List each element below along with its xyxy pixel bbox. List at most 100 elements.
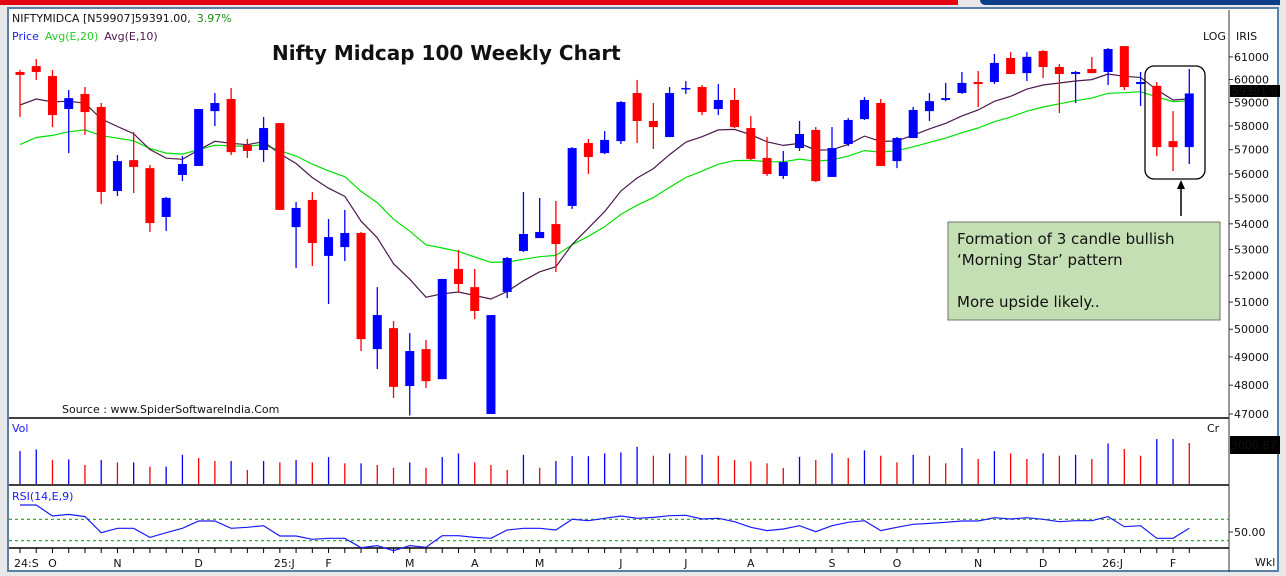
candle-up xyxy=(843,120,853,144)
candle-up xyxy=(177,164,187,175)
price-tick-label: 56000 xyxy=(1234,168,1269,181)
annotation-line-1: Formation of 3 candle bullish xyxy=(957,230,1175,248)
time-tick-label: N xyxy=(974,557,982,570)
candle-up xyxy=(1184,93,1194,148)
volume-bars xyxy=(19,439,1190,484)
time-tick-label: S xyxy=(829,557,836,570)
candle-down xyxy=(129,160,139,167)
candle-up xyxy=(1103,49,1113,72)
log-scale-label[interactable]: LOG xyxy=(1203,30,1226,43)
candle-down xyxy=(470,287,480,312)
last-volume-marker xyxy=(1230,436,1280,454)
candle-down xyxy=(96,106,106,192)
time-tick-label: A xyxy=(747,557,755,570)
price-tick-label: 48000 xyxy=(1234,379,1269,392)
candle-down xyxy=(307,199,317,243)
price-axis-ticks: 61000 60000 59000 58000 57000 56000 55000 54000… xyxy=(1229,51,1269,421)
candle-down xyxy=(453,268,463,284)
price-tick-label: 61000 xyxy=(1234,51,1269,64)
volume-pane-label: Vol xyxy=(12,422,28,435)
candle-down xyxy=(583,143,593,157)
price-tick-label: 59000 xyxy=(1234,97,1269,110)
last-price-label: 59391.0 xyxy=(1232,85,1278,98)
pattern-highlight-box xyxy=(1144,65,1206,180)
chart-title: Nifty Midcap 100 Weekly Chart xyxy=(272,41,621,65)
candle-down xyxy=(811,129,821,182)
candle-down xyxy=(632,93,642,121)
price-tick-label: 47000 xyxy=(1234,408,1269,421)
arrow-head-icon xyxy=(1177,180,1185,189)
candle-up xyxy=(340,232,350,248)
time-tick-label: M xyxy=(535,557,545,570)
iris-label: IRIS xyxy=(1236,30,1257,43)
candle-up xyxy=(518,233,528,251)
candle-down xyxy=(226,99,236,153)
annotation-box xyxy=(947,221,1221,321)
candle-up xyxy=(372,315,382,350)
price-tick-label: 60000 xyxy=(1234,73,1269,86)
candle-down xyxy=(1168,141,1178,148)
time-tick-label: F xyxy=(325,557,331,570)
moving-averages xyxy=(19,73,1190,300)
candlesticks xyxy=(15,46,1194,416)
candle-up xyxy=(161,197,171,217)
candle-down xyxy=(356,232,366,340)
price-tick-label: 50000 xyxy=(1234,323,1269,336)
candle-down xyxy=(421,349,431,382)
time-tick-label: J xyxy=(618,557,622,570)
candle-down xyxy=(275,123,285,210)
candle-up xyxy=(291,207,301,228)
candle-up xyxy=(924,101,934,112)
candle-down xyxy=(648,120,658,128)
candle-up xyxy=(1136,81,1146,85)
time-tick-label: D xyxy=(194,557,202,570)
candle-down xyxy=(47,76,57,116)
candle-up xyxy=(941,98,951,100)
annotation-line-2: ‘Morning Star’ pattern xyxy=(957,251,1123,269)
candle-up xyxy=(616,102,626,142)
candle-down xyxy=(1087,69,1097,74)
candle-down xyxy=(1038,51,1048,67)
time-tick-label: 25:J xyxy=(274,557,295,570)
window-top-bar-red xyxy=(0,0,958,5)
candle-up xyxy=(681,87,691,90)
candle-down xyxy=(15,71,25,75)
price-tick-label: 52000 xyxy=(1234,270,1269,283)
candle-down xyxy=(876,102,886,166)
candle-up xyxy=(194,109,204,166)
price-tick-label: 49000 xyxy=(1234,351,1269,364)
candle-up xyxy=(405,351,415,387)
time-tick-label: F xyxy=(1170,557,1176,570)
candle-down xyxy=(389,328,399,387)
candle-down xyxy=(1054,66,1064,75)
candle-up xyxy=(957,82,967,94)
candle-up xyxy=(112,161,122,191)
candle-up xyxy=(665,93,675,138)
window-top-bar-blue xyxy=(980,0,1280,5)
candle-down xyxy=(242,144,252,151)
price-tick-label: 57000 xyxy=(1234,144,1269,157)
candle-down xyxy=(730,99,740,128)
time-tick-label: 26:J xyxy=(1102,557,1123,570)
period-label[interactable]: Wkl xyxy=(1255,556,1275,569)
symbol-price: NIFTYMIDCA [N59907]59391.00, xyxy=(12,12,191,25)
candle-up xyxy=(827,148,837,177)
last-volume-label: 3000.87 xyxy=(1231,439,1277,452)
candle-up xyxy=(859,99,869,120)
symbol-line: NIFTYMIDCA [N59907]59391.00, 3.97% xyxy=(12,12,232,25)
candle-down xyxy=(145,168,155,224)
candle-down xyxy=(1152,85,1162,148)
time-tick-label: D xyxy=(1039,557,1047,570)
legend-price: Price xyxy=(12,30,39,43)
time-axis-ticks: 24:S O N D 25:J F M A M J J A S O N D 26:J F xyxy=(14,548,1190,570)
time-tick-label: N xyxy=(113,557,121,570)
volume-unit-label: Cr xyxy=(1207,422,1220,435)
candle-up xyxy=(64,98,74,110)
last-price-marker xyxy=(1230,85,1280,97)
candle-up xyxy=(778,162,788,176)
annotation-line-3: More upside likely.. xyxy=(957,293,1100,311)
candle-up xyxy=(600,139,610,154)
candle-up xyxy=(210,102,220,112)
price-tick-label: 58000 xyxy=(1234,120,1269,133)
